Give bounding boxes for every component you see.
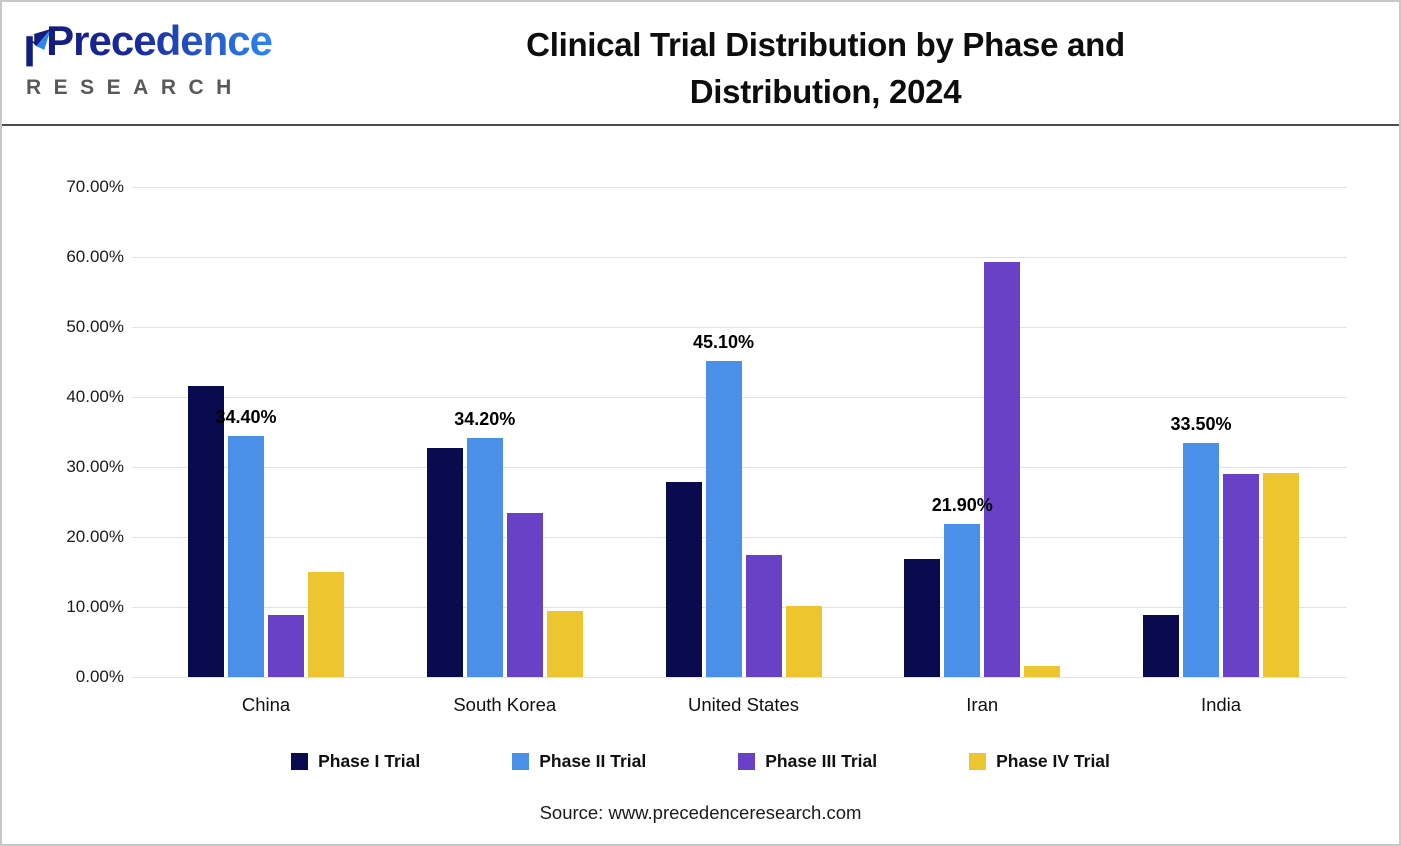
chart-title-line2: Distribution, 2024 [689, 72, 962, 110]
legend-swatch-icon [512, 753, 530, 770]
category-label-south-korea: South Korea [453, 694, 557, 715]
y-tick-label: 40.00% [66, 387, 124, 406]
bar-phase-iv-trial [1024, 665, 1061, 677]
bar-group-south-korea [426, 437, 583, 677]
y-tick-label: 30.00% [66, 457, 124, 476]
bar-phase-iii-trial [984, 261, 1021, 677]
bar-phase-i-trial [1143, 614, 1179, 677]
bar-phase-i-trial [665, 481, 702, 677]
logo-research-text: RESEARCH [26, 76, 244, 99]
bar-phase-iv-trial [1263, 472, 1299, 677]
gridline [132, 677, 1347, 678]
legend-item-phase-i-trial: Phase I Trial [291, 751, 420, 772]
legend-label: Phase II Trial [539, 751, 647, 771]
data-label: 34.20% [454, 408, 516, 429]
bar-phase-iii-trial [268, 614, 304, 677]
legend-item-phase-ii-trial: Phase II Trial [512, 751, 646, 772]
category-label-iran: Iran [966, 694, 999, 715]
category-label-china: China [241, 694, 291, 715]
bar-phase-iv-trial [785, 605, 822, 677]
bar-phase-ii-trial [705, 361, 742, 677]
bar-phase-iii-trial [1223, 474, 1259, 677]
data-label: 33.50% [1170, 413, 1232, 434]
category-label-united-states: United States [687, 694, 800, 715]
bar-phase-ii-trial [466, 437, 503, 677]
bar-phase-iv-trial [546, 611, 583, 677]
chart-title-line1: Clinical Trial Distribution by Phase and [526, 26, 1125, 63]
bar-phase-i-trial [188, 385, 224, 677]
legend-item-phase-iii-trial: Phase III Trial [738, 751, 877, 772]
bar-phase-ii-trial [1183, 442, 1219, 677]
bar-phase-ii-trial [228, 436, 264, 677]
header-divider [2, 124, 1399, 126]
source-text: Source: www.precedenceresearch.com [539, 802, 862, 823]
y-tick-label: 70.00% [66, 177, 124, 196]
y-tick-label: 50.00% [66, 317, 124, 336]
bar-phase-iv-trial [308, 572, 344, 677]
bar-chart-plot-area: 34.40% 34.20% 45.10% 21.90% 33.50% [132, 187, 1347, 678]
logo-brand-text: Precedence [46, 17, 273, 64]
chart-title: Clinical Trial Distribution by Phase and… [292, 22, 1359, 116]
gridline [132, 187, 1347, 188]
bar-group-india [1143, 442, 1299, 677]
logo-pinwheel-icon [26, 29, 51, 67]
gridline [132, 327, 1347, 328]
bar-phase-i-trial [426, 448, 463, 677]
y-tick-label: 0.00% [75, 667, 124, 686]
bar-group-united-states [665, 361, 822, 677]
data-label: 34.40% [215, 407, 277, 428]
bar-phase-i-trial [904, 559, 941, 677]
data-label: 21.90% [931, 494, 993, 515]
y-tick-label: 10.00% [66, 597, 124, 616]
y-tick-label: 60.00% [66, 247, 124, 266]
bar-group-iran [904, 261, 1061, 677]
bar-phase-ii-trial [944, 523, 981, 677]
data-label: 45.10% [692, 332, 755, 353]
gridline [132, 257, 1347, 258]
precedence-logo: Precedence RESEARCH [22, 17, 273, 100]
legend-swatch-icon [291, 753, 309, 770]
legend-swatch-icon [738, 753, 756, 770]
bar-phase-iii-trial [745, 554, 782, 677]
bar-group-china [188, 385, 344, 677]
legend-label: Phase I Trial [318, 751, 421, 771]
category-label-india: India [1200, 694, 1242, 715]
bar-phase-iii-trial [506, 513, 543, 677]
chart-legend: Phase I Trial Phase II Trial Phase III Tri… [2, 751, 1399, 772]
header: Precedence RESEARCH Clinical Trial Distr… [2, 2, 1399, 124]
legend-label: Phase III Trial [765, 751, 878, 771]
y-tick-label: 20.00% [66, 527, 124, 546]
legend-label: Phase IV Trial [996, 751, 1110, 771]
legend-swatch-icon [969, 753, 987, 770]
legend-item-phase-iv-trial: Phase IV Trial [969, 751, 1110, 772]
